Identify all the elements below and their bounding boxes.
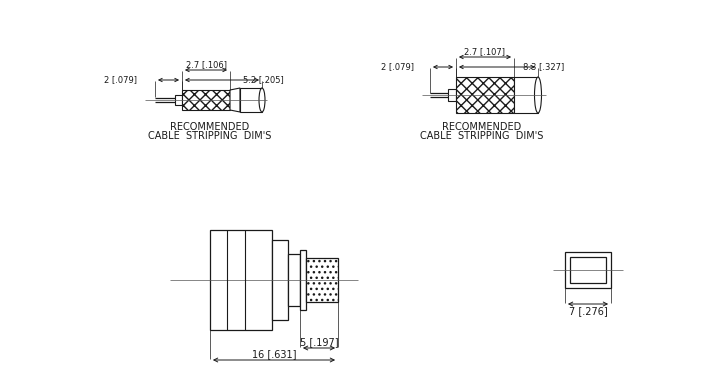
Bar xyxy=(306,258,338,302)
Bar xyxy=(210,230,272,330)
Text: 5.2 [.205]: 5.2 [.205] xyxy=(243,75,284,84)
Bar xyxy=(300,250,306,310)
Text: 5 [.197]: 5 [.197] xyxy=(300,337,338,347)
Text: CABLE  STRIPPING  DIM'S: CABLE STRIPPING DIM'S xyxy=(148,131,271,141)
Bar xyxy=(448,89,456,101)
Bar xyxy=(456,77,514,113)
Text: 8.3 [.327]: 8.3 [.327] xyxy=(523,63,564,72)
Bar xyxy=(272,240,288,320)
Bar xyxy=(514,77,538,113)
Text: 2 [.079]: 2 [.079] xyxy=(381,63,414,72)
Ellipse shape xyxy=(534,77,541,113)
Bar xyxy=(565,252,611,288)
Text: 16 [.631]: 16 [.631] xyxy=(252,349,296,359)
Text: 2 [.079]: 2 [.079] xyxy=(104,75,137,84)
Bar xyxy=(288,254,300,306)
Text: RECOMMENDED: RECOMMENDED xyxy=(442,122,521,132)
Bar xyxy=(182,90,230,110)
Polygon shape xyxy=(230,88,240,112)
Bar xyxy=(175,95,182,105)
Bar xyxy=(570,257,606,283)
Text: RECOMMENDED: RECOMMENDED xyxy=(171,122,250,132)
Bar xyxy=(240,88,262,112)
Text: 2.7 [.107]: 2.7 [.107] xyxy=(464,47,505,57)
Text: 7 [.276]: 7 [.276] xyxy=(569,306,608,316)
Text: 2.7 [.106]: 2.7 [.106] xyxy=(186,61,227,70)
Ellipse shape xyxy=(259,88,265,112)
Text: CABLE  STRIPPING  DIM'S: CABLE STRIPPING DIM'S xyxy=(420,131,544,141)
